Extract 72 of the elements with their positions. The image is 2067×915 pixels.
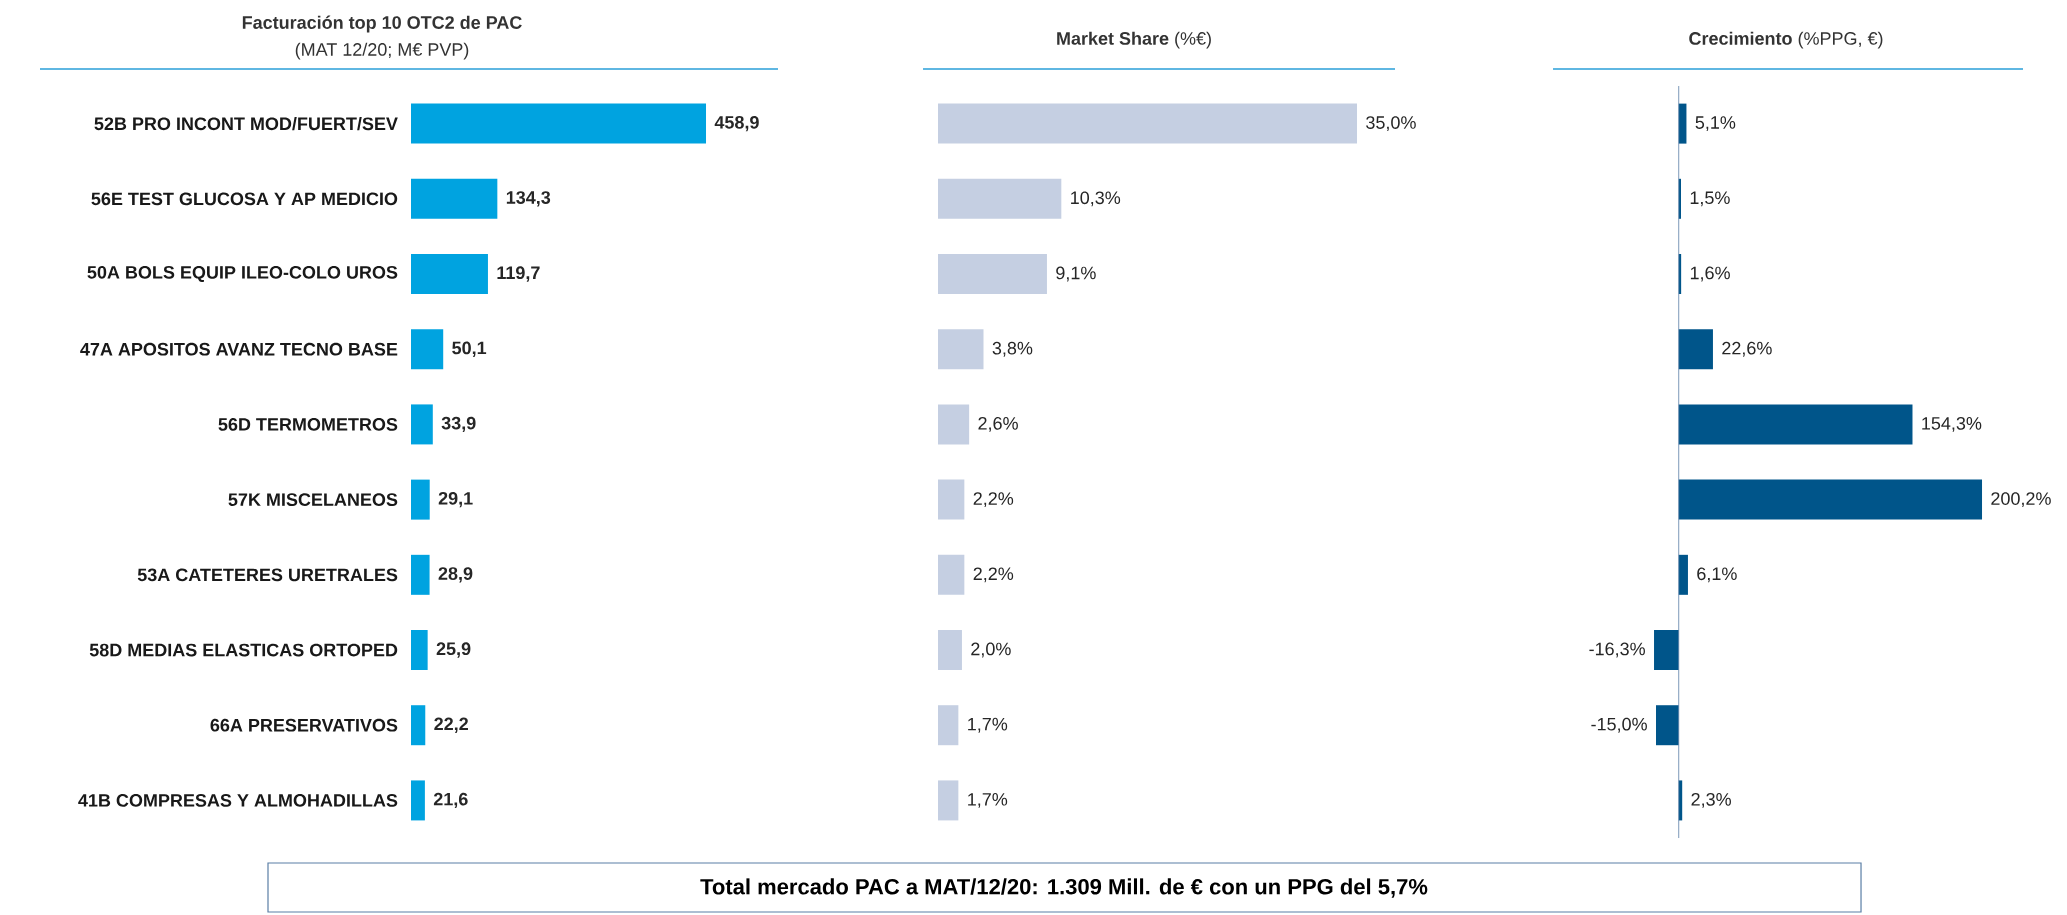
text: Total mercado PAC a MAT/12/20: 1.309 Mill. de € con un PPG del 5,7% [700,878,1428,898]
data-label: 154,3% [1922,416,1982,432]
bar [411,254,488,295]
bar [1678,479,1983,520]
data-label: 200,2% [1991,492,2051,508]
y-tick-label: 41B COMPRESAS Y ALMOHADILLAS [78,794,398,807]
y-tick-label: 57K MISCELANEOS [228,493,398,506]
bar [411,780,425,821]
data-label: 6,1% [1697,567,1737,583]
data-label: 10,3% [1071,191,1121,207]
data-label: 1,6% [1690,266,1730,282]
data-label: -16,3% [1589,642,1645,658]
data-label: -15,0% [1591,717,1647,733]
bar [938,479,965,520]
bar [1678,554,1688,595]
data-label: 3,8% [992,341,1033,357]
data-label: 9,1% [1056,266,1096,282]
y-tick-label: 50A BOLS EQUIP ILEO-COLO UROS [87,265,398,283]
bar [411,178,498,219]
bar [411,479,430,520]
bar [411,630,428,671]
y-tick-label: 58D MEDIAS ELASTICAS ORTOPED [89,643,398,657]
data-label: 1,7% [968,717,1008,733]
chart-title: Facturación top 10 OTC2 de PAC [242,15,522,33]
bar [1678,103,1687,144]
data-label: 28,9 [438,567,473,583]
bar [411,329,444,370]
data-label: 1,5% [1690,191,1730,207]
chart-title: Market Share (%€) [1057,31,1211,49]
bar [938,329,984,370]
y-tick-label: 47A APOSITOS AVANZ TECNO BASE [80,342,398,356]
bar [411,103,707,144]
data-label: 119,7 [497,266,540,282]
bar [1654,630,1679,671]
data-label: 2,2% [973,567,1014,583]
chart-subtitle: (MAT 12/20; M€ PVP) [295,42,469,60]
data-label: 35,0% [1366,116,1416,132]
y-tick-label: 56D TERMOMETROS [218,418,398,431]
data-label: 25,9 [436,642,471,658]
bar [938,705,959,746]
data-label: 50,1 [452,341,487,357]
data-label: 21,6 [433,792,468,809]
bar [938,178,1062,219]
bar [938,780,959,821]
data-label: 1,7% [968,793,1008,808]
data-label: 22,2 [434,717,468,733]
data-label: 2,3% [1691,792,1731,808]
data-label: 22,6% [1722,341,1772,357]
bar [938,103,1358,144]
bar [1655,705,1679,746]
data-label: 458,9 [714,115,759,132]
bar [411,554,430,595]
bar [938,404,970,445]
bar [938,630,962,671]
bar [411,404,433,445]
data-label: 134,3 [506,191,551,207]
bar [938,254,1047,295]
y-tick-label: 53A CATETERES URETRALES [137,568,398,582]
data-label: 2,0% [971,642,1011,658]
y-tick-label: 52B PRO INCONT MOD/FUERT/SEV [94,116,398,131]
data-label: 5,1% [1695,116,1736,132]
bar [938,554,965,595]
data-label: 2,2% [973,492,1014,508]
bar [1678,404,1913,445]
y-tick-label: 66A PRESERVATIVOS [210,718,398,732]
y-tick-label: 56E TEST GLUCOSA Y AP MEDICIO [91,192,398,206]
data-label: 33,9 [441,416,476,433]
data-label: 29,1 [438,491,473,508]
chart-title: Crecimiento (%PPG, €) [1689,31,1883,49]
bar [411,705,426,746]
bar [1678,329,1713,370]
data-label: 2,6% [978,416,1018,432]
